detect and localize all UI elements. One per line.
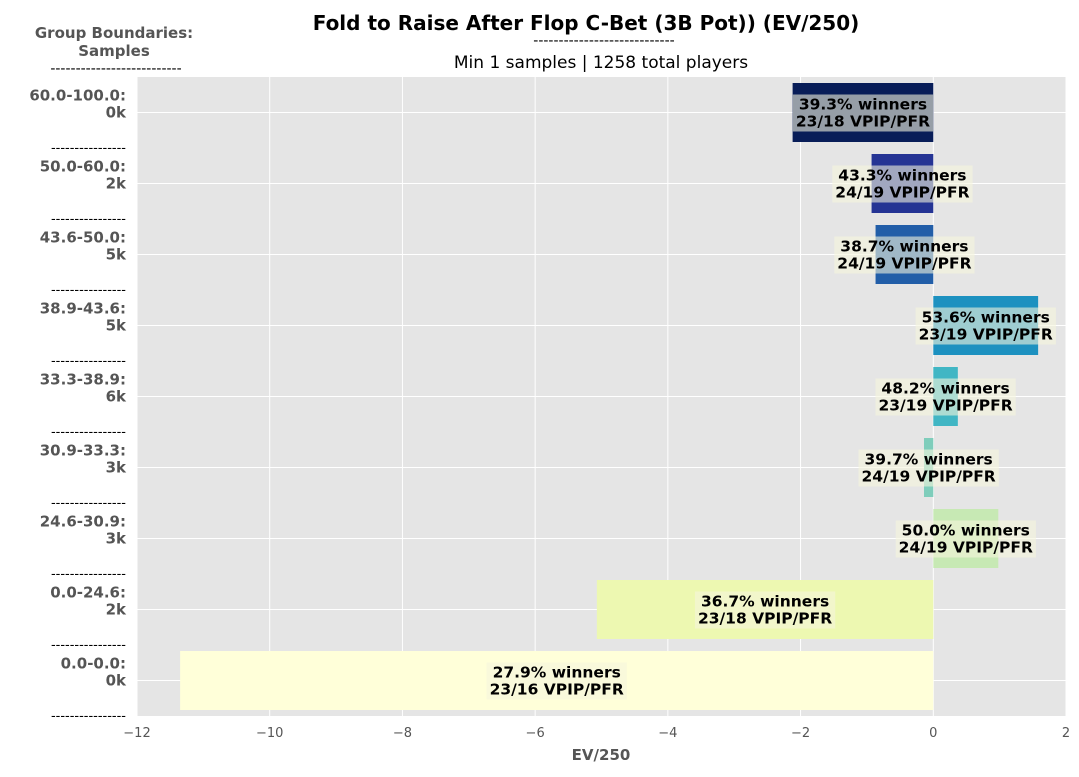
- y-label-samples: 2k: [106, 601, 127, 619]
- corner-label-line2: Samples: [78, 42, 150, 60]
- bar-label-vpip: 23/19 VPIP/PFR: [878, 397, 1012, 415]
- bar-label-winners: 43.3% winners: [838, 167, 966, 185]
- chart-subtitle: Min 1 samples | 1258 total players: [454, 53, 748, 73]
- corner-label-line1: Group Boundaries:: [35, 24, 193, 42]
- y-label-separator: ----------------: [51, 141, 126, 156]
- bar-label-box: [832, 165, 973, 203]
- bar-label-winners: 48.2% winners: [881, 380, 1009, 398]
- bar-label-winners: 38.7% winners: [840, 238, 968, 256]
- y-label-samples: 5k: [106, 246, 127, 264]
- bar-label-box: [915, 307, 1056, 345]
- y-label-separator: ----------------: [51, 496, 126, 511]
- bar-label-box: [694, 591, 836, 629]
- bar-label-winners: 39.3% winners: [799, 96, 927, 114]
- x-axis-label: EV/250: [572, 746, 631, 764]
- y-label-separator: ----------------: [51, 212, 126, 227]
- y-label-samples: 6k: [106, 388, 127, 406]
- bar-label-winners: 27.9% winners: [493, 664, 621, 682]
- bar-label-winners: 50.0% winners: [902, 522, 1030, 540]
- y-label-range: 38.9-43.6:: [40, 300, 126, 318]
- bar-label-box: [858, 449, 999, 487]
- bar-label-box: [875, 378, 1016, 416]
- bar-label-vpip: 23/18 VPIP/PFR: [698, 610, 832, 628]
- y-label-samples: 3k: [106, 459, 127, 477]
- bar-label-vpip: 24/19 VPIP/PFR: [835, 184, 969, 202]
- x-tick-label: −4: [658, 726, 677, 741]
- bar-label-vpip: 24/19 VPIP/PFR: [862, 468, 996, 486]
- bar-label-vpip: 23/19 VPIP/PFR: [919, 326, 1053, 344]
- bar-label-vpip: 23/16 VPIP/PFR: [490, 681, 624, 699]
- y-label-separator: ----------------: [51, 709, 126, 724]
- y-label-range: 33.3-38.9:: [40, 371, 126, 389]
- bar-label-vpip: 23/18 VPIP/PFR: [796, 113, 930, 131]
- y-label-separator: ----------------: [51, 283, 126, 298]
- y-label-separator: ----------------: [51, 567, 126, 582]
- y-label-range: 60.0-100.0:: [29, 87, 126, 105]
- chart-title: Fold to Raise After Flop C-Bet (3B Pot))…: [313, 11, 860, 35]
- y-label-separator: ----------------: [51, 638, 126, 653]
- y-label-range: 30.9-33.3:: [40, 442, 126, 460]
- y-label-samples: 5k: [106, 317, 127, 335]
- y-label-samples: 3k: [106, 530, 127, 548]
- x-tick-label: −8: [393, 726, 412, 741]
- title-underline: ----------------------------: [533, 33, 674, 49]
- y-label-range: 24.6-30.9:: [40, 513, 126, 531]
- bar-label-winners: 53.6% winners: [922, 309, 1050, 327]
- y-label-samples: 0k: [106, 104, 127, 122]
- y-label-range: 0.0-0.0:: [61, 655, 126, 673]
- corner-underline: --------------------------: [50, 61, 181, 77]
- x-tick-label: −12: [123, 726, 150, 741]
- y-label-separator: ----------------: [51, 425, 126, 440]
- y-axis-labels: 60.0-100.0:0k----------------50.0-60.0:2…: [29, 87, 127, 725]
- bar-label-box: [486, 662, 627, 700]
- x-tick-label: −6: [526, 726, 545, 741]
- y-label-samples: 0k: [106, 672, 127, 690]
- x-tick-label: −10: [256, 726, 283, 741]
- x-tick-label: 0: [929, 726, 937, 741]
- y-label-range: 43.6-50.0:: [40, 229, 126, 247]
- bar-label-box: [792, 94, 934, 132]
- x-axis-ticks: −12 −10 −8 −6 −4 −2 0 2: [123, 726, 1070, 741]
- y-label-range: 0.0-24.6:: [50, 584, 126, 602]
- y-label-samples: 2k: [106, 175, 127, 193]
- bar-label-box: [895, 520, 1036, 558]
- x-tick-label: −2: [791, 726, 810, 741]
- bar-label-winners: 36.7% winners: [701, 593, 829, 611]
- bar-label-box: [834, 236, 975, 274]
- y-label-range: 50.0-60.0:: [40, 158, 126, 176]
- y-label-separator: ----------------: [51, 354, 126, 369]
- x-tick-label: 2: [1062, 726, 1070, 741]
- bar-label-vpip: 24/19 VPIP/PFR: [899, 539, 1033, 557]
- bar-label-vpip: 24/19 VPIP/PFR: [837, 255, 971, 273]
- bar-label-winners: 39.7% winners: [865, 451, 993, 469]
